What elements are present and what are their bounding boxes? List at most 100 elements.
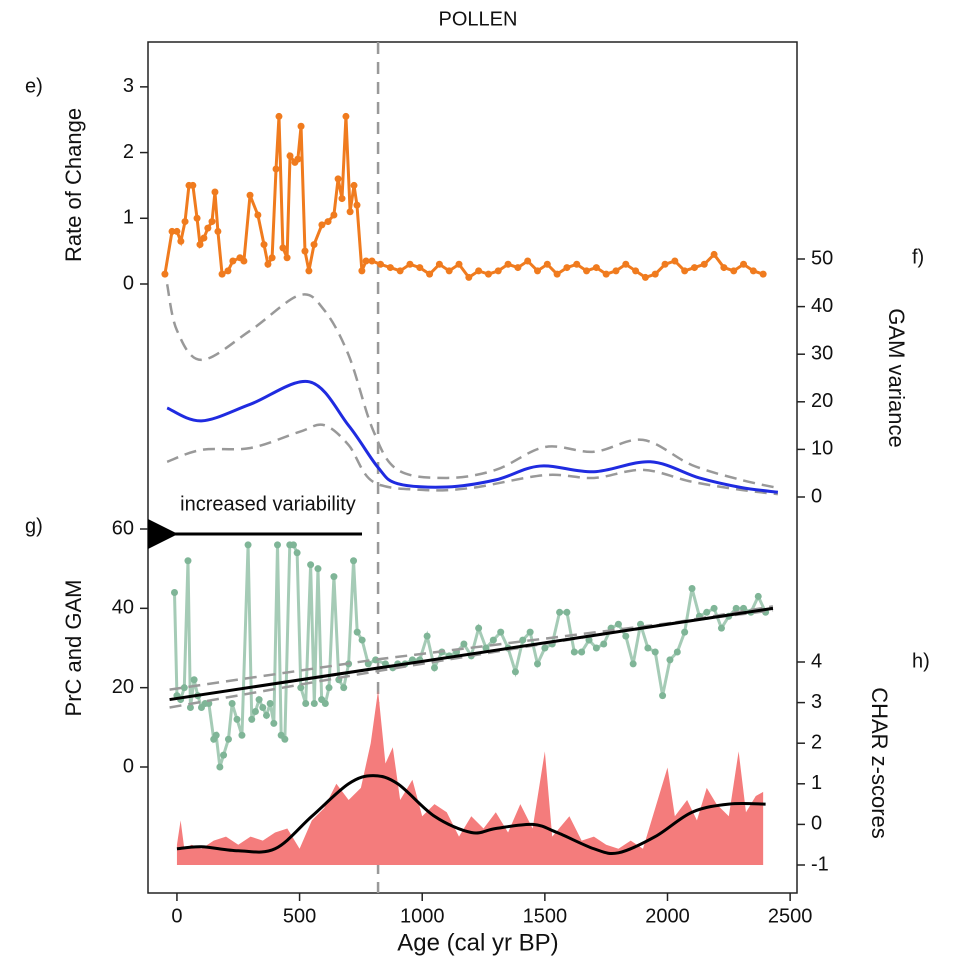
line bbox=[166, 379, 779, 494]
marker bbox=[254, 211, 262, 219]
marker bbox=[730, 267, 738, 275]
marker bbox=[614, 620, 622, 628]
marker bbox=[585, 636, 593, 644]
marker bbox=[330, 573, 338, 581]
marker bbox=[293, 549, 301, 557]
y-axis-label: Rate of Change bbox=[61, 108, 86, 262]
marker bbox=[754, 592, 762, 600]
marker bbox=[720, 264, 728, 272]
marker bbox=[435, 260, 443, 268]
marker bbox=[703, 608, 711, 616]
marker bbox=[186, 704, 194, 711]
marker bbox=[377, 260, 385, 268]
marker bbox=[651, 648, 659, 656]
marker bbox=[362, 257, 370, 265]
y-tick-label: -1 bbox=[811, 853, 829, 875]
marker bbox=[494, 267, 502, 275]
plot-frame bbox=[147, 41, 798, 894]
marker bbox=[190, 676, 198, 684]
x-axis-label: Age (cal yr BP) bbox=[397, 929, 558, 956]
marker bbox=[416, 264, 424, 272]
marker bbox=[497, 628, 505, 636]
marker bbox=[700, 260, 708, 268]
marker bbox=[688, 585, 696, 592]
marker bbox=[690, 264, 698, 272]
marker bbox=[592, 264, 600, 272]
y-axis-label: PrC and GAM bbox=[61, 580, 86, 717]
marker bbox=[661, 260, 669, 268]
marker bbox=[651, 270, 659, 278]
marker bbox=[353, 628, 361, 636]
marker bbox=[181, 218, 189, 226]
marker bbox=[396, 267, 404, 275]
marker bbox=[325, 684, 333, 692]
marker bbox=[484, 270, 492, 278]
y-tick-label: 20 bbox=[811, 390, 833, 412]
marker bbox=[592, 644, 600, 652]
marker bbox=[233, 715, 241, 723]
marker bbox=[681, 628, 689, 636]
marker bbox=[406, 260, 414, 268]
marker bbox=[622, 632, 630, 640]
marker bbox=[671, 257, 679, 265]
marker bbox=[673, 648, 681, 656]
marker bbox=[578, 648, 586, 656]
marker bbox=[334, 175, 342, 183]
marker bbox=[189, 181, 197, 189]
marker bbox=[272, 165, 280, 173]
panel-label: e) bbox=[25, 75, 43, 97]
marker bbox=[455, 260, 463, 268]
marker bbox=[218, 270, 226, 278]
y-tick-label: 3 bbox=[123, 75, 134, 97]
marker bbox=[212, 731, 220, 739]
marker bbox=[240, 257, 248, 265]
y-tick-label: 0 bbox=[123, 272, 134, 294]
marker bbox=[514, 264, 522, 272]
marker bbox=[353, 201, 361, 209]
y-tick-label: 1 bbox=[123, 207, 134, 229]
marker bbox=[310, 241, 318, 249]
marker bbox=[570, 648, 578, 656]
marker bbox=[330, 211, 338, 219]
marker bbox=[307, 561, 315, 569]
marker bbox=[666, 656, 674, 664]
marker bbox=[460, 640, 468, 648]
marker bbox=[302, 700, 310, 708]
marker bbox=[248, 715, 256, 723]
panel-label: f) bbox=[912, 246, 924, 268]
marker bbox=[238, 731, 246, 739]
marker bbox=[224, 735, 232, 743]
marker bbox=[286, 152, 294, 160]
x-tick-label: 0 bbox=[171, 905, 182, 927]
marker bbox=[173, 227, 181, 235]
marker bbox=[211, 188, 219, 196]
marker bbox=[358, 636, 366, 644]
line bbox=[169, 609, 774, 691]
marker bbox=[659, 692, 667, 700]
marker bbox=[386, 264, 394, 272]
marker bbox=[264, 260, 272, 268]
marker bbox=[644, 644, 652, 652]
marker bbox=[324, 218, 332, 226]
chart-title: POLLEN bbox=[439, 8, 518, 30]
marker bbox=[204, 224, 212, 232]
marker bbox=[465, 273, 473, 281]
marker bbox=[297, 122, 305, 130]
marker bbox=[629, 660, 637, 668]
marker bbox=[749, 267, 757, 275]
panel-label: g) bbox=[25, 515, 43, 537]
y-axis-label: CHAR z-scores bbox=[867, 687, 892, 839]
area bbox=[176, 690, 764, 865]
marker bbox=[533, 660, 541, 668]
marker bbox=[251, 707, 259, 715]
marker bbox=[193, 214, 201, 222]
marker bbox=[184, 557, 192, 565]
marker bbox=[475, 624, 483, 632]
marker bbox=[340, 684, 348, 692]
marker bbox=[177, 237, 185, 245]
marker bbox=[350, 181, 358, 189]
x-tick-label: 500 bbox=[283, 905, 316, 927]
marker bbox=[445, 267, 453, 275]
marker bbox=[205, 700, 213, 708]
